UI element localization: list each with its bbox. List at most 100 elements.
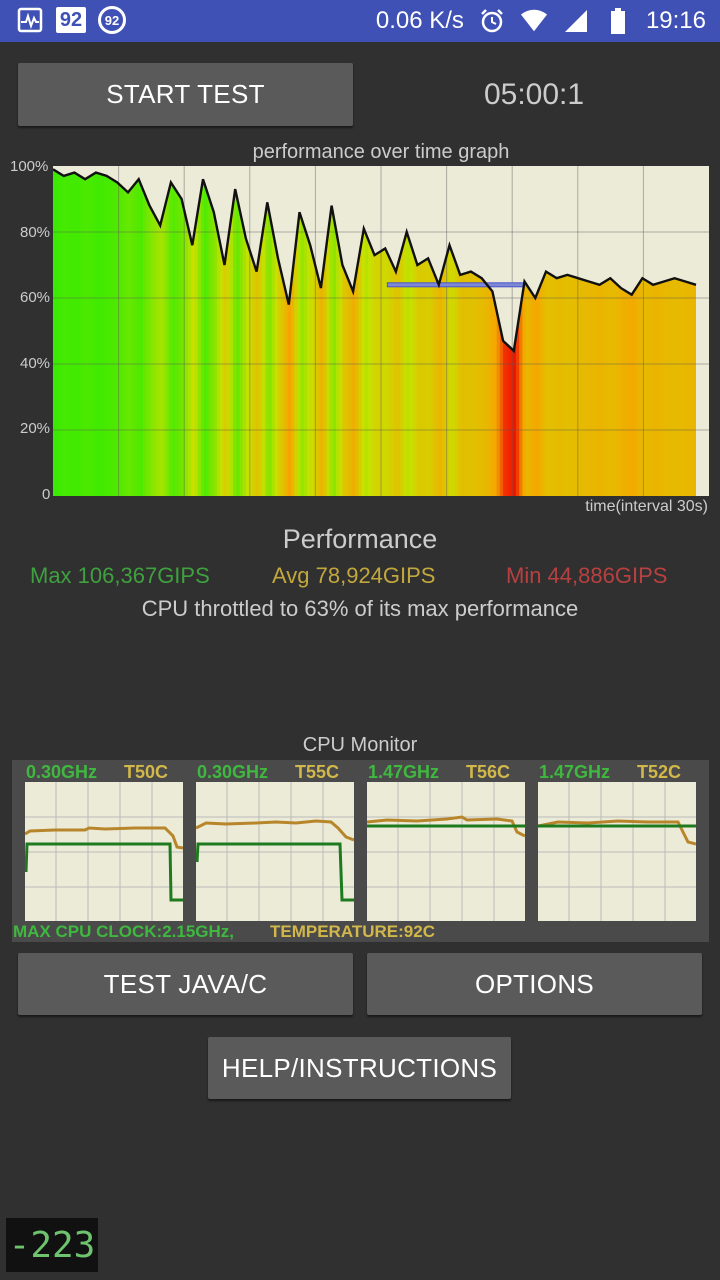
graph-stripe xyxy=(326,169,331,496)
graph-stripe xyxy=(233,169,238,496)
graph-stripe xyxy=(409,169,414,496)
graph-stripe xyxy=(274,169,279,496)
graph-stripe xyxy=(81,169,86,496)
graph-stripe xyxy=(284,169,289,496)
graph-stripe xyxy=(451,169,456,496)
graph-stripe xyxy=(548,169,553,496)
graph-stripe xyxy=(335,169,340,496)
graph-stripe xyxy=(577,169,582,496)
graph-stripe xyxy=(644,169,649,496)
graph-stripe xyxy=(634,169,639,496)
graph-stripe xyxy=(480,169,485,496)
graph-stripe xyxy=(139,169,144,496)
graph-stripe xyxy=(130,169,135,496)
graph-stripe xyxy=(679,169,684,496)
graph-stripe xyxy=(606,169,611,496)
graph-stripe xyxy=(602,169,607,496)
graph-stripe xyxy=(477,169,482,496)
graph-stripe xyxy=(622,169,627,496)
graph-stripe xyxy=(628,169,633,496)
avg-performance: Avg 78,924GIPS xyxy=(272,563,436,588)
graph-stripe xyxy=(258,169,263,496)
graph-stripe xyxy=(631,169,636,496)
graph-stripe xyxy=(615,169,620,496)
graph-stripe xyxy=(583,169,588,496)
graph-stripe xyxy=(361,169,366,496)
graph-stripe xyxy=(271,169,276,496)
core-graph xyxy=(367,782,525,921)
graph-stripe xyxy=(220,169,225,496)
y-tick-label: 20% xyxy=(20,420,51,437)
graph-stripe xyxy=(573,169,578,496)
graph-stripe xyxy=(62,169,67,496)
graph-title: performance over time graph xyxy=(252,141,510,163)
graph-stripe xyxy=(676,169,681,496)
graph-stripe xyxy=(371,169,376,496)
graph-stripe xyxy=(110,169,115,496)
graph-stripe xyxy=(207,169,212,496)
graph-stripe xyxy=(657,169,662,496)
graph-stripe xyxy=(242,169,247,496)
graph-stripe xyxy=(319,169,324,496)
graph-stripe xyxy=(165,169,170,496)
options-button[interactable]: OPTIONS xyxy=(367,953,702,1015)
graph-stripe xyxy=(265,169,270,496)
graph-stripe xyxy=(98,169,103,496)
graph-stripe xyxy=(310,169,315,496)
start-test-button[interactable]: START TEST xyxy=(18,63,353,126)
graph-stripe xyxy=(159,169,164,496)
core-graph xyxy=(25,782,183,921)
graph-stripe xyxy=(352,169,357,496)
graph-stripe xyxy=(78,169,83,496)
graph-stripe xyxy=(85,169,90,496)
graph-stripe xyxy=(493,169,498,496)
performance-line xyxy=(53,168,697,354)
max-cpu-clock: MAX CPU CLOCK:2.15GHz, xyxy=(13,922,235,941)
graph-stripe xyxy=(323,169,328,496)
core-temp: T52C xyxy=(637,762,682,782)
graph-stripe xyxy=(567,169,572,496)
graph-stripe xyxy=(554,169,559,496)
test-java-c-button[interactable]: TEST JAVA/C xyxy=(18,953,353,1015)
graph-stripe xyxy=(307,169,312,496)
graph-stripe xyxy=(422,169,427,496)
graph-stripe xyxy=(528,169,533,496)
graph-stripe xyxy=(522,169,527,496)
graph-stripe xyxy=(419,169,424,496)
graph-stripe xyxy=(432,169,437,496)
graph-stripe xyxy=(239,169,244,496)
graph-stripe xyxy=(384,169,389,496)
graph-stripe xyxy=(245,169,250,496)
graph-stripe xyxy=(104,169,109,496)
graph-stripe xyxy=(380,169,385,496)
graph-stripe xyxy=(217,169,222,496)
y-tick-label: 100% xyxy=(10,158,49,175)
graph-stripe xyxy=(236,169,241,496)
graph-stripe xyxy=(143,169,148,496)
graph-stripe xyxy=(406,169,411,496)
help-instructions-button[interactable]: HELP/INSTRUCTIONS xyxy=(208,1037,511,1099)
graph-stripe xyxy=(181,169,186,496)
graph-stripe xyxy=(570,169,575,496)
graph-stripe xyxy=(532,169,537,496)
graph-stripe xyxy=(329,169,334,496)
graph-stripe xyxy=(249,169,254,496)
graph-stripe xyxy=(75,169,80,496)
core-temp: T50C xyxy=(124,762,169,782)
graph-stripe xyxy=(107,169,112,496)
graph-stripe xyxy=(683,169,688,496)
x-axis-label: time(interval 30s) xyxy=(585,498,708,515)
network-speed: 0.06 K/s xyxy=(375,7,464,34)
graph-stripe xyxy=(442,169,447,496)
graph-stripe xyxy=(94,169,99,496)
graph-stripe xyxy=(641,169,646,496)
graph-stripe xyxy=(618,169,623,496)
y-tick-label: 0 xyxy=(42,486,51,503)
graph-stripe xyxy=(390,169,395,496)
graph-stripe xyxy=(56,169,61,496)
graph-stripe xyxy=(557,169,562,496)
graph-stripe xyxy=(458,169,463,496)
graph-stripe xyxy=(188,169,193,496)
graph-stripe xyxy=(596,169,601,496)
core-graph xyxy=(538,782,696,921)
